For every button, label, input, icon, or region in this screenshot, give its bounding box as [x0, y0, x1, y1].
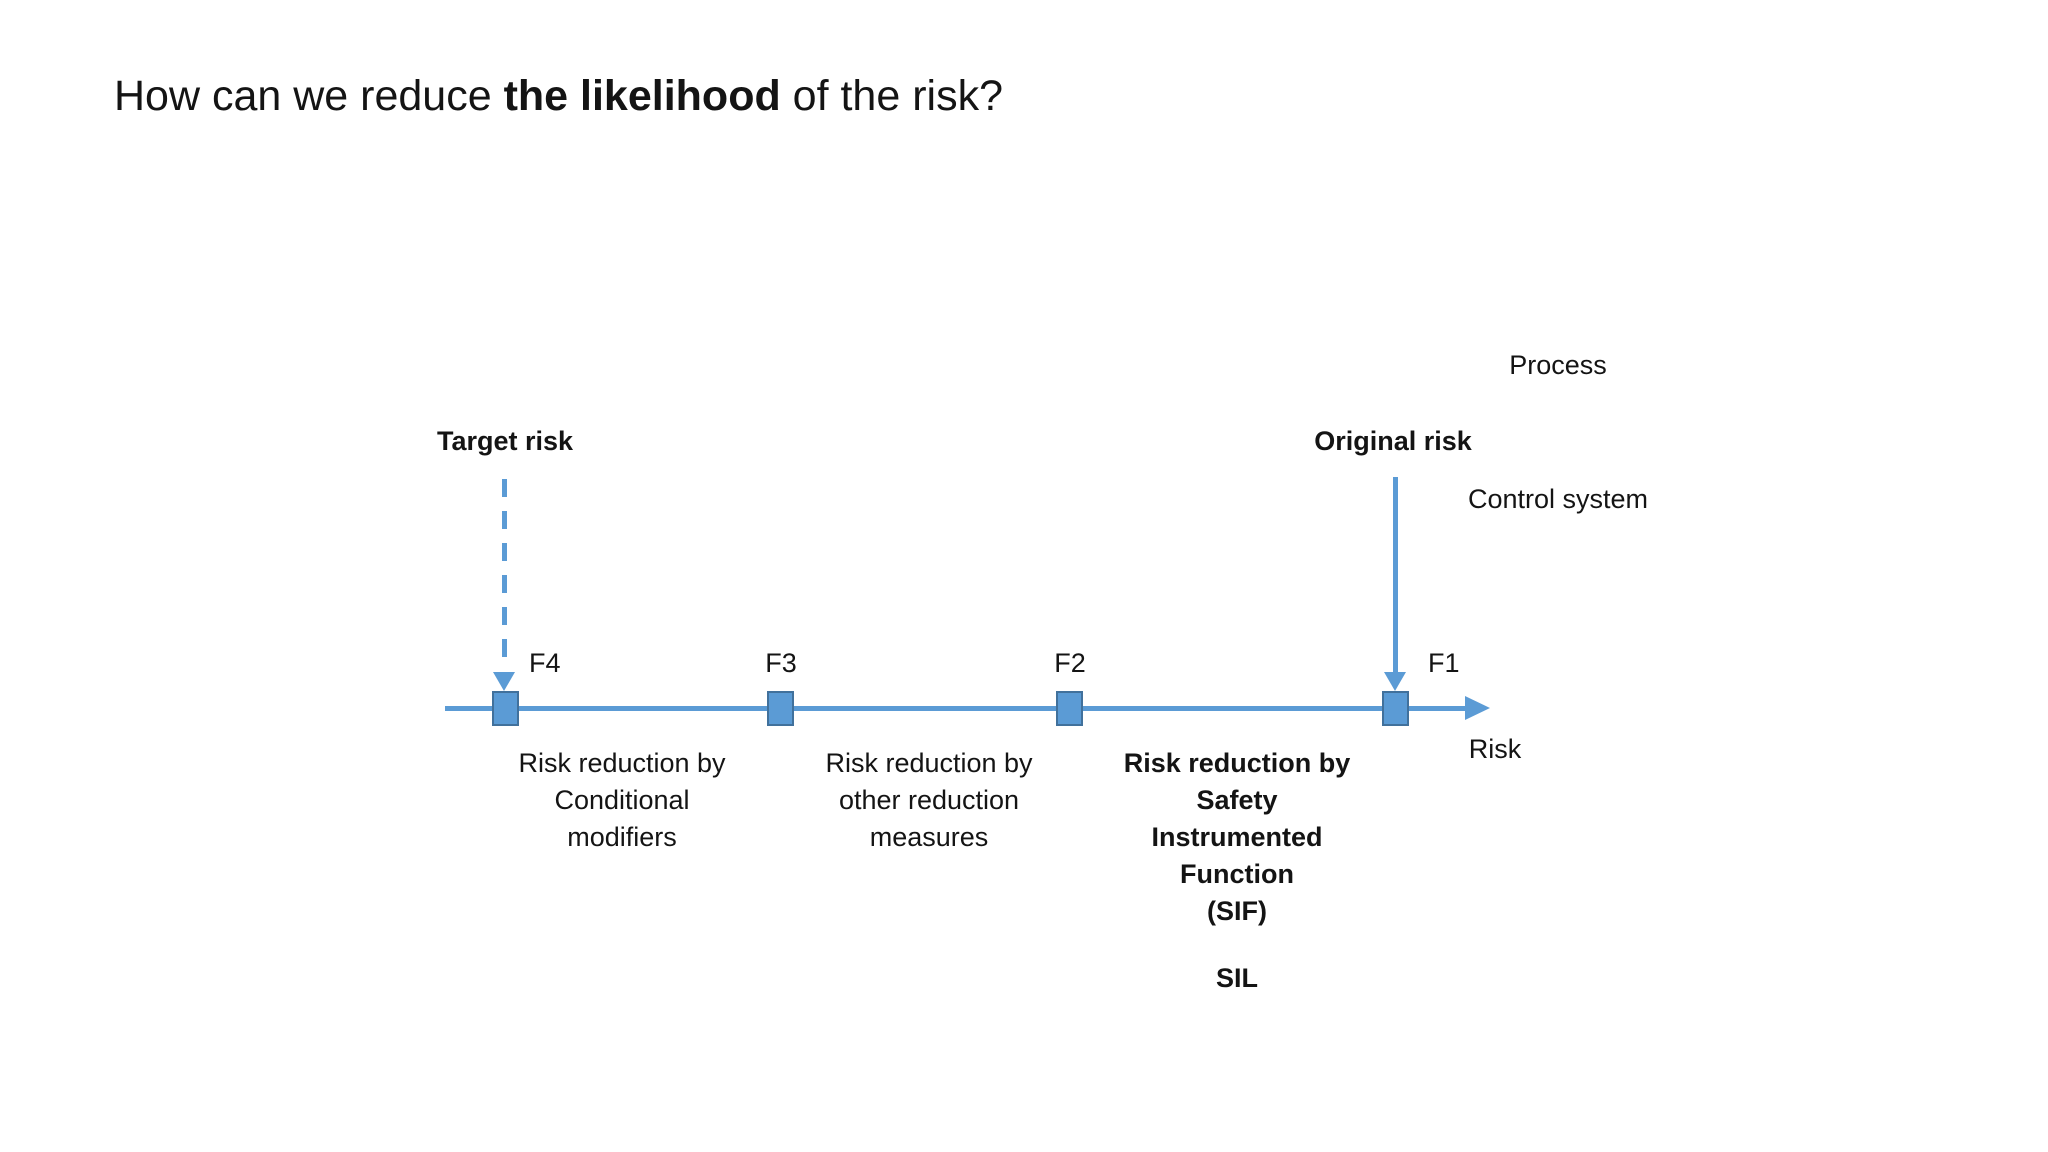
risk-marker-f2: [1056, 691, 1083, 726]
target-risk-label: Target risk: [436, 426, 574, 456]
original-risk-arrowhead-icon: [1384, 672, 1406, 691]
risk-axis-arrowhead-icon: [1465, 696, 1490, 720]
reduction-line: Instrumented: [1151, 822, 1323, 852]
reduction-line: Function: [1180, 859, 1294, 889]
reduction-block-sif: Risk reduction by Safety Instrumented Fu…: [1087, 745, 1387, 930]
reduction-block-conditional-modifiers: Risk reduction by Conditional modifiers: [482, 745, 762, 856]
reduction-line: Risk reduction by: [1123, 748, 1351, 778]
reduction-block-other-measures: Risk reduction by other reduction measur…: [789, 745, 1069, 856]
risk-marker-f3: [767, 691, 794, 726]
marker-label-f3: F3: [765, 648, 797, 678]
marker-label-f1: F1: [1428, 648, 1460, 678]
slide-title-emphasis: the likelihood: [503, 72, 781, 120]
reduction-line: Conditional: [554, 785, 690, 815]
slide-title-prefix: How can we reduce: [114, 72, 504, 120]
reduction-line: Risk reduction by: [518, 748, 726, 778]
slide-title: How can we reduce the likelihood of the …: [114, 72, 1003, 121]
risk-axis-line: [445, 706, 1469, 711]
sil-label: SIL: [1215, 963, 1258, 993]
reduction-line: Risk reduction by: [825, 748, 1033, 778]
risk-marker-f1: [1382, 691, 1409, 726]
slide-title-suffix: of the risk?: [780, 72, 1003, 120]
risk-axis-label: Risk: [1468, 734, 1522, 764]
original-risk-arrow: [1393, 477, 1398, 673]
reduction-line: Safety: [1196, 785, 1278, 815]
risk-marker-f4: [492, 691, 519, 726]
reduction-line: measures: [869, 822, 989, 852]
marker-label-f4: F4: [529, 648, 561, 678]
reduction-line: modifiers: [567, 822, 677, 852]
reduction-line: (SIF): [1207, 896, 1267, 926]
target-risk-dashed-arrow: [502, 479, 507, 671]
original-risk-label: Original risk: [1314, 426, 1472, 456]
target-risk-arrowhead-icon: [493, 672, 515, 691]
control-system-label: Control system: [1467, 484, 1649, 514]
reduction-line: other reduction: [838, 785, 1020, 815]
marker-label-f2: F2: [1054, 648, 1086, 678]
process-label: Process: [1509, 350, 1607, 380]
